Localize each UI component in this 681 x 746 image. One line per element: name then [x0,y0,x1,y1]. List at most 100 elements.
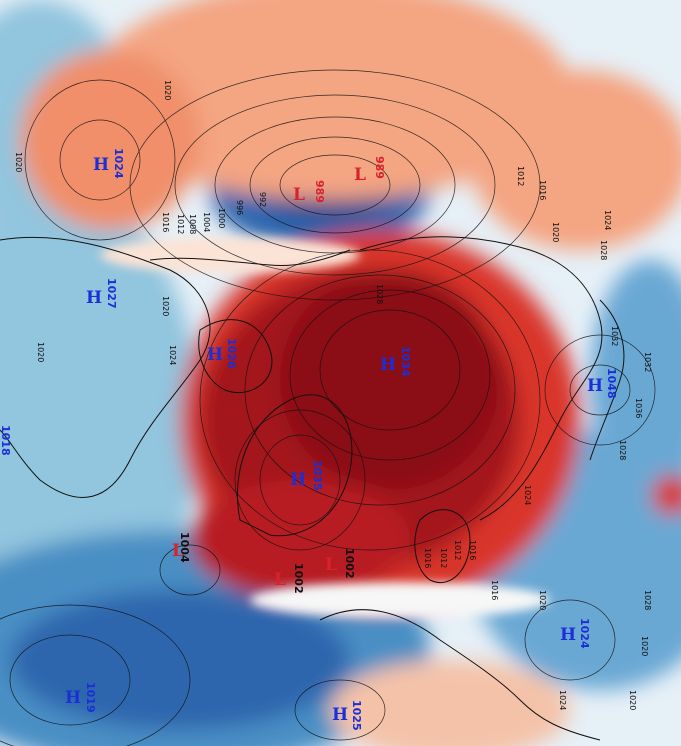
isobar-label: 1016 [423,548,432,568]
center-letter: L [293,185,305,205]
isobar-label: 1016 [468,540,477,560]
isobar [0,604,191,746]
center-value: 1048 [605,368,618,399]
center-letter: H [380,355,396,375]
isobar-label: 1020 [163,80,172,100]
isobar-label: 1012 [439,548,448,568]
cool-region-east-2 [590,260,681,500]
center-value: 1035 [311,460,324,491]
high-pressure-center: H 1024 [93,148,125,179]
center-value: 1002 [292,563,305,594]
isobar-label: 1024 [558,690,567,710]
warm-region-ne [470,70,681,250]
warm-region-east-spot [652,475,681,515]
center-letter: H [332,705,348,725]
isobar-label: 1016 [490,580,499,600]
isobar-label: 1008 [188,214,197,234]
isobar [24,79,176,241]
high-pressure-center: H 1019 [65,682,97,713]
coastline-alaska [149,249,351,267]
low-pressure-center: L 1002 [274,563,305,594]
warm-region-nw [20,50,200,230]
isobar-label: 1036 [634,398,643,418]
isobar-label: 1016 [161,212,170,232]
isobar [569,364,631,416]
neutral-band-north [100,237,360,273]
isobar-label: 1004 [202,212,211,232]
isobar-label: 1012 [176,214,185,234]
center-letter: H [587,376,603,396]
pressure-centers: H 1024 H 1027 H 1026 H 1034 H 1035 H 104… [0,148,618,731]
isobar-label: 1020 [14,152,23,172]
center-value: 989 [313,180,326,203]
isobar [259,434,341,526]
center-value: 1004 [178,532,191,563]
isobar-label: 1028 [599,240,608,260]
warm-region-europe [330,660,570,746]
coastline-scandinavia [414,509,471,583]
high-pressure-center: H 1048 [587,368,618,399]
isobar-label: 1028 [618,440,627,460]
isobar [234,409,366,551]
center-value: 1019 [84,682,97,713]
center-value: 1034 [399,346,412,377]
isobar-label: 1020 [628,690,637,710]
isobar-label: 1032 [643,352,652,372]
low-pressure-center: L 989 [293,180,326,205]
isobar-label: 1020 [36,342,45,362]
center-letter: H [86,288,102,308]
isobar-label: 1020 [538,590,547,610]
high-pressure-center: 1018 [0,425,12,456]
low-pressure-center: L 989 [354,156,386,185]
center-letter: H [207,345,223,365]
isobar [289,289,491,461]
isobar-label: 1028 [643,590,652,610]
warm-region-north [90,0,570,200]
isobar [294,679,386,741]
center-value: 1026 [225,338,238,369]
low-pressure-center: L 1004 [172,532,191,563]
warm-region-central-deep [280,270,500,490]
isobar-label: 1016 [538,180,547,200]
isobar-label: 1024 [523,485,532,505]
isobar-labels: 1020 1020 1016 1012 1008 1004 1000 996 9… [14,80,652,710]
center-letter: H [560,625,576,645]
neutral-band-south [250,582,550,618]
center-letter: L [274,570,286,590]
isobar [174,94,496,276]
isobar [59,119,141,201]
center-letter: L [325,555,337,575]
center-letter: H [93,155,109,175]
isobar-label: 1020 [551,222,560,242]
coastline-north-america [0,236,211,498]
center-letter: H [290,470,306,490]
isobars [0,69,656,746]
coastline-east-asia [589,299,625,461]
high-pressure-center: H 1024 [560,618,591,649]
coastline-europe [319,609,601,741]
isobar-label: 996 [235,200,244,215]
center-value: 1002 [343,548,356,579]
isobar-label: 1012 [453,540,462,560]
center-letter: L [354,165,366,185]
center-letter: L [172,541,184,561]
center-value: 1024 [578,618,591,649]
cool-region-southwest-core [10,590,350,730]
isobar [319,309,461,431]
high-pressure-center: H 1025 [332,700,363,731]
isobar-label: 1020 [161,296,170,316]
isobar [244,274,516,506]
isobar [524,599,616,681]
isobar-label: 1024 [168,345,177,365]
center-value: 1024 [112,148,125,179]
isobar [544,334,656,446]
high-pressure-center: H 1026 [207,338,238,369]
isobar [249,136,421,234]
coastline-greenland [236,394,353,537]
center-letter: H [65,688,81,708]
isobar-label: 1024 [603,210,612,230]
isobar-label: 992 [258,192,267,207]
high-pressure-center: H 1027 [86,278,118,309]
high-pressure-center: H 1035 [290,460,324,491]
